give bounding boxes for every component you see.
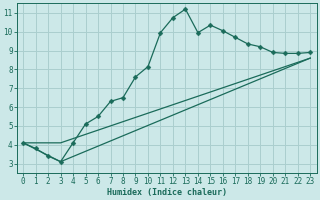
X-axis label: Humidex (Indice chaleur): Humidex (Indice chaleur) (107, 188, 227, 197)
